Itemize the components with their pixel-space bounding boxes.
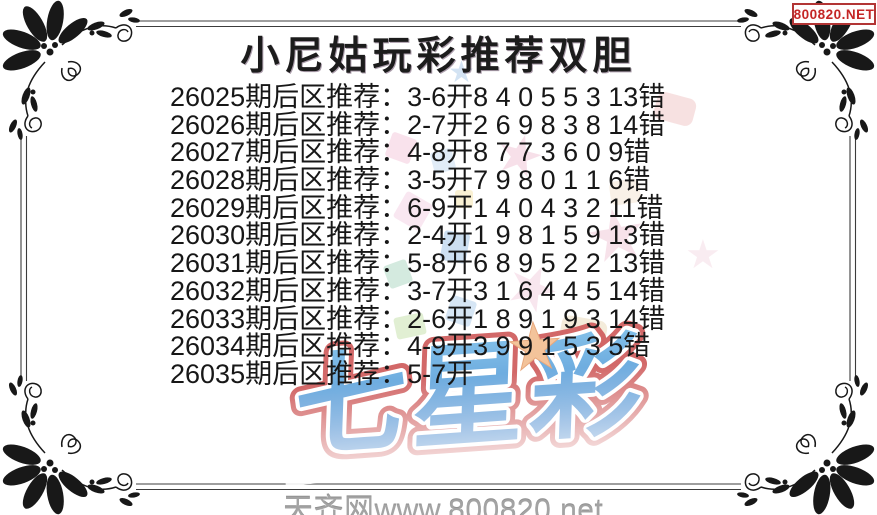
prediction-row: 26033期后区推荐：2-6开1 8 9 1 9 3 14错: [170, 303, 666, 334]
seven-star-lottery-logo: 七星彩 七星彩 七星彩: [275, 308, 683, 486]
prediction-row: 26031期后区推荐：5-8开6 8 9 5 2 2 13错: [170, 248, 666, 279]
prediction-row: 26025期后区推荐：3-6开8 4 0 5 5 3 13错: [170, 82, 666, 112]
floral-corner-ornament: [737, 375, 877, 515]
prediction-row: 26026期后区推荐：2-7开2 6 9 8 3 8 14错: [170, 109, 666, 140]
site-badge: 800820.NET: [792, 3, 876, 25]
prediction-list: 26025期后区推荐：3-6开8 4 0 5 5 3 13错 26026期后区推…: [170, 82, 666, 389]
star-shape: ★: [685, 232, 721, 278]
prediction-row: 26029期后区推荐：6-9开1 4 0 4 3 2 11错: [170, 192, 664, 223]
prediction-row: 26028期后区推荐：3-5开7 9 8 0 1 1 6错: [170, 165, 651, 196]
floral-corner-ornament: [0, 375, 140, 515]
page-title: 小尼姑玩彩推荐双胆: [240, 33, 637, 79]
prediction-row: 26030期后区推荐：2-4开1 9 8 1 5 9 13错: [170, 220, 666, 251]
confetti-square: [455, 190, 473, 208]
prediction-row: 26034期后区推荐：4-9开3 9 9 1 5 3 5错: [170, 331, 651, 362]
site-watermark: 天齐网www.800820.net: [283, 494, 604, 515]
prediction-row: 26032期后区推荐：3-7开3 1 6 4 4 5 14错: [170, 275, 666, 306]
prediction-row: 26027期后区推荐：4-8开8 7 7 3 6 0 9错: [170, 137, 651, 168]
prediction-row: 26035期后区推荐：5-7开: [170, 358, 474, 389]
star-shape: ★: [448, 55, 475, 90]
